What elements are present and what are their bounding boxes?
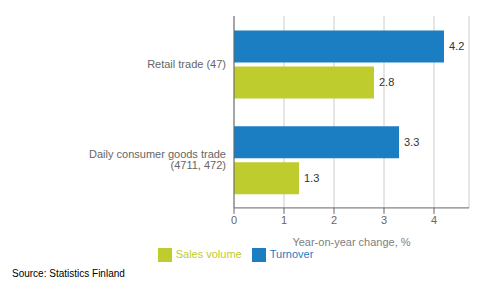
svg-text:Year-on-year change, %: Year-on-year change, % <box>292 236 410 248</box>
svg-text:4.2: 4.2 <box>449 40 464 52</box>
svg-text:1: 1 <box>281 214 287 226</box>
svg-text:3.3: 3.3 <box>404 136 419 148</box>
svg-text:3: 3 <box>381 214 387 226</box>
svg-text:Daily consumer goods trade(471: Daily consumer goods trade(4711, 472) <box>89 148 226 171</box>
svg-text:1.3: 1.3 <box>304 172 319 184</box>
html-text:Sales volume: Sales volume <box>175 247 242 260</box>
svg-text:4: 4 <box>431 214 437 226</box>
svg-text:0: 0 <box>231 214 237 226</box>
svg-text:2: 2 <box>331 214 337 226</box>
html-text:Source: Statistics Finland: Source: Statistics Finland <box>12 268 125 279</box>
html-text:Turnover: Turnover <box>269 247 314 260</box>
svg-text:Retail trade (47): Retail trade (47) <box>147 58 226 70</box>
svg-text:2.8: 2.8 <box>379 76 394 88</box>
